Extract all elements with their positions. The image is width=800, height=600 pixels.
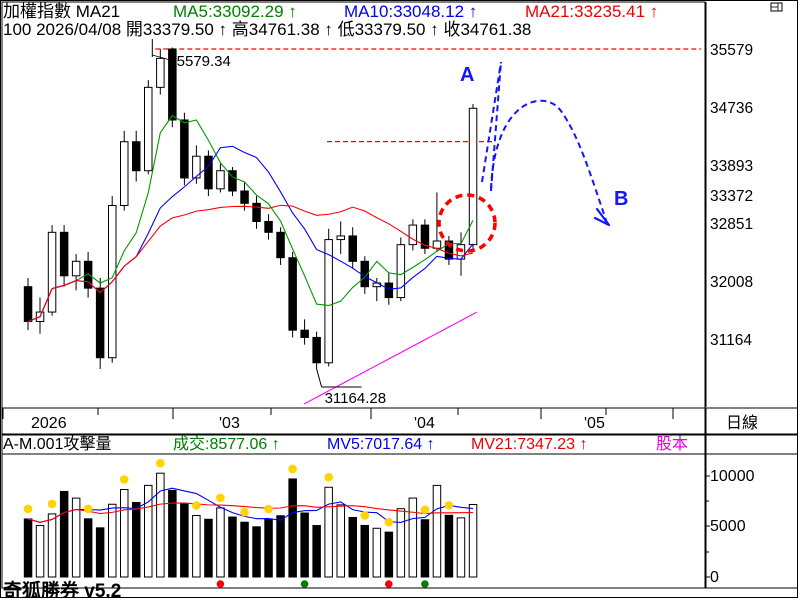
svg-text:33893: 33893 bbox=[710, 158, 753, 175]
svg-text:'03: '03 bbox=[219, 415, 240, 432]
svg-text:MV5:7017.64 ↑: MV5:7017.64 ↑ bbox=[327, 436, 435, 453]
svg-text:2026: 2026 bbox=[31, 415, 67, 432]
svg-text:日線: 日線 bbox=[726, 414, 758, 432]
svg-text:加權指數 MA21: 加權指數 MA21 bbox=[3, 2, 120, 21]
svg-text:10000: 10000 bbox=[710, 468, 755, 485]
svg-text:'04: '04 bbox=[414, 415, 435, 432]
svg-text:MV21:7347.23 ↑: MV21:7347.23 ↑ bbox=[471, 436, 588, 453]
svg-text:33372: 33372 bbox=[710, 188, 753, 205]
svg-text:A-M.001攻擊量: A-M.001攻擊量 bbox=[3, 435, 111, 453]
svg-text:0: 0 bbox=[710, 569, 719, 586]
svg-text:5000: 5000 bbox=[710, 518, 746, 535]
svg-text:34736: 34736 bbox=[710, 100, 753, 117]
svg-text:成交:8577.06 ↑: 成交:8577.06 ↑ bbox=[173, 435, 280, 453]
svg-text:股本: 股本 bbox=[656, 435, 688, 453]
svg-text:B: B bbox=[614, 188, 628, 210]
svg-text:31164: 31164 bbox=[710, 332, 752, 349]
svg-text:32851: 32851 bbox=[710, 216, 753, 233]
svg-text:MA5:33092.29 ↑: MA5:33092.29 ↑ bbox=[173, 2, 297, 21]
svg-text:奇狐勝券 v5.2: 奇狐勝券 v5.2 bbox=[3, 579, 121, 598]
svg-text:A: A bbox=[460, 64, 474, 86]
svg-text:31164.28: 31164.28 bbox=[325, 390, 386, 407]
svg-text:100 2026/04/08 開33379.50 ↑ 高34: 100 2026/04/08 開33379.50 ↑ 高34761.38 ↑ 低… bbox=[3, 20, 531, 39]
svg-text:35579.34: 35579.34 bbox=[168, 53, 231, 70]
svg-text:MA10:33048.12 ↑: MA10:33048.12 ↑ bbox=[344, 2, 477, 21]
svg-text:'05: '05 bbox=[584, 415, 605, 432]
svg-text:MA21:33235.41 ↑: MA21:33235.41 ↑ bbox=[525, 2, 658, 21]
svg-text:35579: 35579 bbox=[710, 42, 753, 59]
svg-text:32008: 32008 bbox=[710, 274, 753, 291]
